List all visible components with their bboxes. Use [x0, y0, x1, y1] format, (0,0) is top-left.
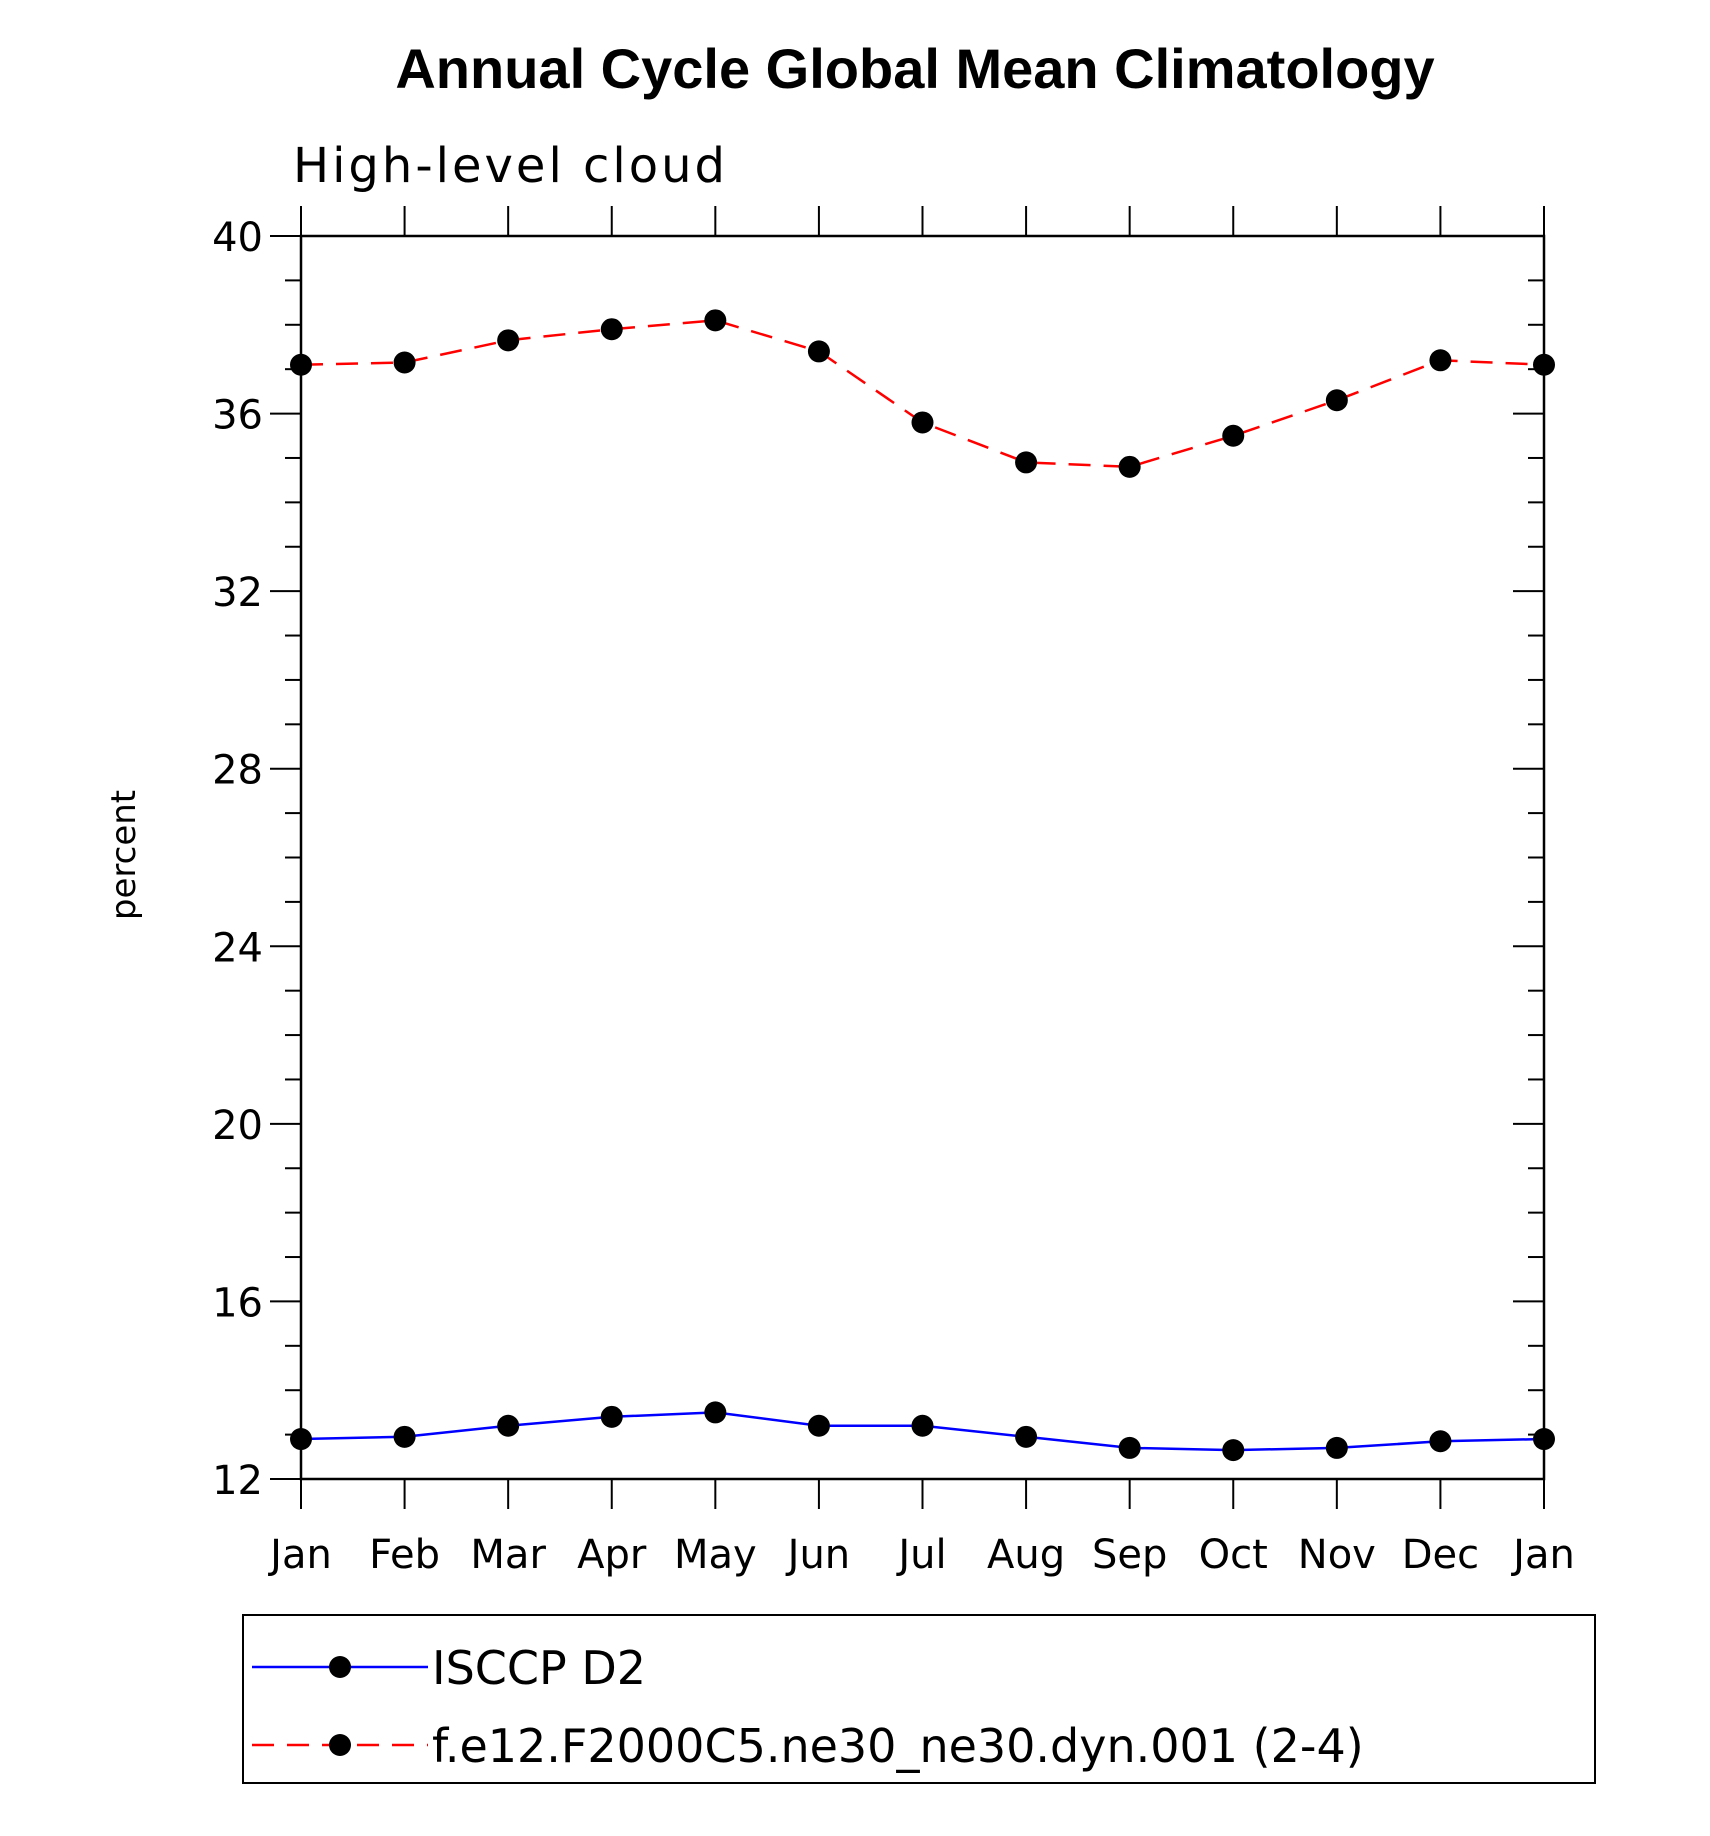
legend-marker-series-0 [329, 1656, 351, 1678]
y-tick-label: 16 [212, 1280, 263, 1326]
data-point-series-0 [497, 1414, 520, 1437]
legend-label-series-1: f.e12.F2000C5.ne30_ne30.dyn.001 (2-4) [432, 1719, 1364, 1773]
data-point-series-1 [704, 309, 727, 332]
data-point-series-0 [807, 1414, 830, 1437]
y-tick-label: 12 [212, 1458, 263, 1504]
y-axis-label: percent [104, 790, 144, 920]
data-point-series-0 [1325, 1436, 1348, 1459]
data-point-series-0 [1015, 1425, 1038, 1448]
y-tick-label: 32 [212, 570, 263, 616]
x-tick-label: Oct [1199, 1532, 1268, 1578]
y-tick-label: 36 [212, 393, 263, 439]
x-tick-label: May [674, 1532, 757, 1578]
legend-label-series-0: ISCCP D2 [432, 1641, 646, 1695]
x-tick-label: Sep [1092, 1532, 1167, 1578]
y-tick-label: 20 [212, 1103, 263, 1149]
data-point-series-0 [1429, 1430, 1452, 1453]
series-line-1 [300, 319, 1545, 469]
legend: ISCCP D2 f.e12.F2000C5.ne30_ne30.dyn.001… [242, 1614, 1596, 1784]
data-point-series-1 [1015, 451, 1038, 474]
data-point-series-1 [911, 411, 934, 434]
data-point-series-0 [704, 1401, 727, 1424]
legend-marker-series-1 [329, 1734, 351, 1756]
x-tick-label: Jan [267, 1532, 332, 1578]
x-tick-label: Jul [895, 1532, 946, 1578]
x-tick-label: Aug [987, 1532, 1065, 1578]
data-point-series-0 [911, 1414, 934, 1437]
data-point-series-1 [1533, 353, 1555, 376]
data-point-series-1 [807, 340, 830, 363]
data-point-series-1 [1325, 389, 1348, 412]
data-point-series-1 [1222, 424, 1245, 447]
plot-area: 12 16 20 24 28 32 36 40 Jan Feb Mar Apr May Jun Jul Aug… [212, 206, 1575, 1578]
x-tick-label: Dec [1402, 1532, 1479, 1578]
data-point-series-1 [600, 318, 623, 341]
x-tick-label: Jan [1510, 1532, 1575, 1578]
data-point-series-0 [1118, 1436, 1141, 1459]
y-tick-label: 40 [212, 215, 263, 261]
data-point-series-0 [393, 1425, 416, 1448]
data-point-series-1 [1118, 455, 1141, 478]
x-tick-label: Mar [470, 1532, 546, 1578]
data-point-series-0 [1222, 1439, 1245, 1462]
y-tick-label: 24 [212, 925, 263, 971]
chart-title: Annual Cycle Global Mean Climatology [395, 37, 1434, 100]
data-point-series-0 [1533, 1428, 1555, 1451]
data-point-series-1 [1429, 349, 1452, 372]
data-point-series-1 [497, 329, 520, 352]
data-point-series-0 [600, 1405, 623, 1428]
legend-item-series-1: f.e12.F2000C5.ne30_ne30.dyn.001 (2-4) [252, 1719, 1364, 1773]
y-tick-label: 28 [212, 748, 263, 794]
chart-subtitle: High-level cloud [293, 138, 728, 194]
legend-box [242, 1614, 1596, 1784]
legend-item-series-0: ISCCP D2 [252, 1641, 646, 1695]
x-tick-label: Nov [1298, 1532, 1376, 1578]
data-point-series-1 [290, 353, 312, 376]
x-tick-label: Apr [577, 1532, 647, 1578]
x-tick-label: Jun [785, 1532, 851, 1578]
data-point-series-1 [393, 351, 416, 374]
data-point-series-0 [290, 1428, 312, 1451]
x-tick-label: Feb [369, 1532, 440, 1578]
